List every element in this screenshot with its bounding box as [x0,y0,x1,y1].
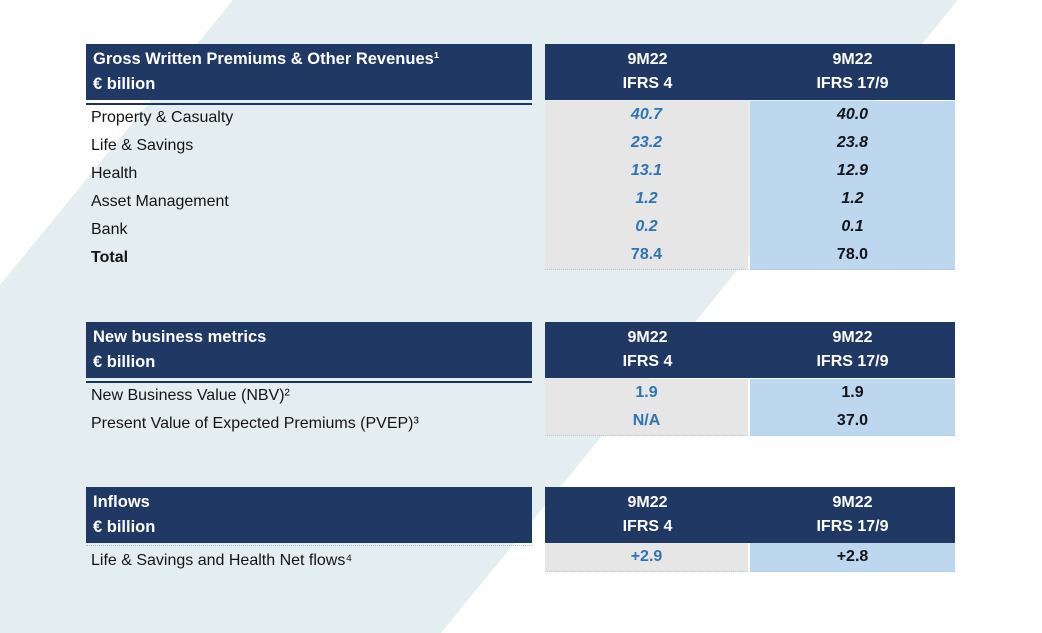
table-title-block: Gross Written Premiums & Other Revenues¹… [86,44,532,100]
column-headers: 9M22 IFRS 4 9M22 IFRS 17/9 [545,487,955,543]
value-ifrs17: 23.8 [836,134,869,151]
table-inflows: Inflows € billion 9M22 IFRS 4 9M22 IFRS … [0,487,1042,577]
basis-label: IFRS 4 [622,518,673,535]
column-header-ifrs4: 9M22 IFRS 4 [545,44,750,100]
ifrs4-column: +2.9 [545,543,748,572]
column-header-ifrs17: 9M22 IFRS 17/9 [750,322,955,378]
value-ifrs17: +2.8 [836,548,869,565]
period-label: 9M22 [627,329,668,346]
value-ifrs4: +2.9 [630,548,663,565]
value-ifrs4: 23.2 [630,134,663,151]
ifrs17-column: 40.0 23.8 12.9 1.2 0.1 78.0 [750,101,955,270]
value-ifrs4: 13.1 [630,162,663,179]
row-label-net-flows: Life & Savings and Health Net flows⁴ [91,552,353,569]
column-header-ifrs4: 9M22 IFRS 4 [545,487,750,543]
row-labels: Life & Savings and Health Net flows⁴ [86,547,532,575]
header-underline [86,545,532,546]
row-label-health: Health [91,165,138,182]
basis-label: IFRS 4 [622,353,673,370]
table-title: Inflows [93,493,150,511]
table-new-business-metrics: New business metrics € billion 9M22 IFRS… [0,322,1042,442]
row-labels: New Business Value (NBV)² Present Value … [86,382,532,438]
column-headers: 9M22 IFRS 4 9M22 IFRS 17/9 [545,322,955,378]
period-label: 9M22 [832,494,873,511]
value-ifrs4: 0.2 [635,218,658,235]
period-label: 9M22 [627,494,668,511]
value-ifrs4: 1.2 [635,190,658,207]
column-headers: 9M22 IFRS 4 9M22 IFRS 17/9 [545,44,955,100]
row-label-total: Total [91,249,129,266]
value-ifrs4: 40.7 [630,106,663,123]
row-label-pvep: Present Value of Expected Premiums (PVEP… [91,415,419,432]
header-underline [86,103,532,105]
table-title-block: Inflows € billion [86,487,532,543]
basis-label: IFRS 4 [622,75,673,92]
value-ifrs17: 1.2 [841,190,864,207]
row-label-property-casualty: Property & Casualty [91,109,234,126]
value-ifrs17: 1.9 [841,384,864,401]
value-ifrs4: 1.9 [635,384,658,401]
basis-label: IFRS 17/9 [816,353,889,370]
value-ifrs17-total: 78.0 [836,246,869,263]
table-unit: € billion [93,75,156,93]
value-ifrs17: 12.9 [836,162,869,179]
period-label: 9M22 [832,51,873,68]
ifrs17-column: +2.8 [750,543,955,572]
column-header-ifrs4: 9M22 IFRS 4 [545,322,750,378]
value-ifrs17: 40.0 [836,106,869,123]
value-ifrs17: 0.1 [841,218,864,235]
value-ifrs4: N/A [632,412,661,429]
column-header-ifrs17: 9M22 IFRS 17/9 [750,487,955,543]
ifrs4-column: 40.7 23.2 13.1 1.2 0.2 78.4 [545,101,748,270]
ifrs4-column: 1.9 N/A [545,379,748,436]
row-label-asset-management: Asset Management [91,193,229,210]
value-ifrs17: 37.0 [836,412,869,429]
basis-label: IFRS 17/9 [816,518,889,535]
row-label-nbv: New Business Value (NBV)² [91,387,290,404]
row-label-bank: Bank [91,221,128,238]
table-title-block: New business metrics € billion [86,322,532,378]
table-unit: € billion [93,353,156,371]
column-header-ifrs17: 9M22 IFRS 17/9 [750,44,955,100]
value-ifrs4-total: 78.4 [630,246,663,263]
row-labels: Property & Casualty Life & Savings Healt… [86,104,532,272]
header-underline [86,381,532,383]
ifrs17-column: 1.9 37.0 [750,379,955,436]
table-unit: € billion [93,518,156,536]
table-title: Gross Written Premiums & Other Revenues¹ [93,50,440,68]
period-label: 9M22 [627,51,668,68]
row-label-life-savings: Life & Savings [91,137,194,154]
table-gross-written-premiums: Gross Written Premiums & Other Revenues¹… [0,44,1042,274]
period-label: 9M22 [832,329,873,346]
table-title: New business metrics [93,328,267,346]
basis-label: IFRS 17/9 [816,75,889,92]
